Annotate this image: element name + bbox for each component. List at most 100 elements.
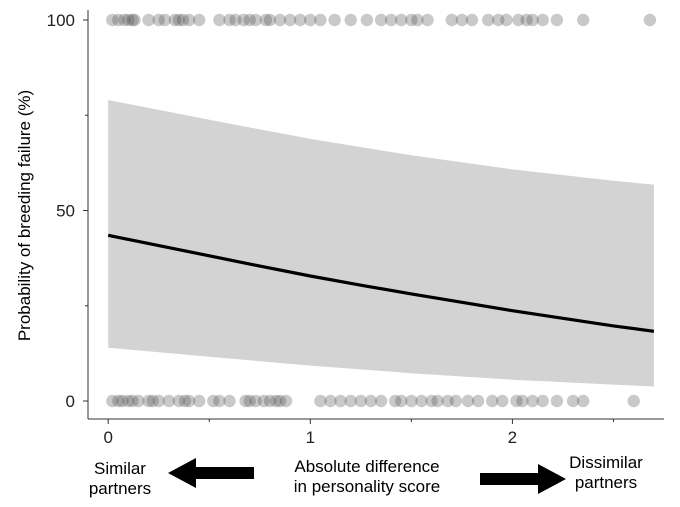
data-point-success bbox=[122, 394, 135, 408]
data-point-failure bbox=[118, 13, 131, 27]
data-point-success bbox=[364, 394, 378, 408]
data-point-success bbox=[461, 394, 475, 408]
similar-partners-label: Similar partners bbox=[80, 459, 160, 498]
data-point-failure bbox=[482, 13, 495, 27]
data-point-failure bbox=[294, 13, 307, 27]
data-point-success bbox=[486, 394, 499, 408]
data-point-success bbox=[257, 394, 270, 408]
data-point-success bbox=[146, 394, 159, 408]
data-point-failure bbox=[314, 13, 327, 27]
similar-line-2: partners bbox=[88, 478, 152, 498]
data-point-success bbox=[395, 394, 408, 408]
right-arrow-icon bbox=[480, 464, 566, 494]
data-point-failure bbox=[536, 13, 549, 27]
data-point-failure bbox=[263, 13, 277, 27]
data-point-failure bbox=[112, 13, 125, 27]
data-point-success bbox=[471, 394, 485, 408]
data-point-success bbox=[263, 394, 277, 408]
data-point-failure bbox=[122, 13, 135, 27]
data-point-success bbox=[324, 394, 337, 408]
data-point-failure bbox=[182, 13, 196, 27]
data-point-success bbox=[172, 394, 186, 408]
data-point-failure bbox=[550, 13, 564, 27]
data-point-success bbox=[431, 394, 444, 408]
data-point-failure bbox=[395, 13, 408, 27]
data-point-success bbox=[142, 394, 155, 408]
x-tick-label: 2 bbox=[508, 428, 517, 447]
left-arrow-icon bbox=[168, 458, 254, 488]
data-point-success bbox=[162, 394, 175, 408]
data-point-failure bbox=[344, 13, 357, 27]
data-point-success bbox=[344, 394, 357, 408]
data-point-failure bbox=[304, 13, 317, 27]
x-axis-title-line-1: Absolute difference bbox=[294, 457, 440, 476]
data-point-failure bbox=[213, 13, 226, 27]
data-point-failure bbox=[243, 13, 256, 27]
dissimilar-line-2: partners bbox=[574, 472, 638, 492]
confidence-band-layer bbox=[108, 100, 654, 387]
data-point-failure bbox=[385, 13, 398, 27]
data-point-success bbox=[374, 394, 388, 408]
data-point-failure bbox=[259, 13, 273, 27]
data-point-success bbox=[536, 394, 549, 408]
dissimilar-line-1: Dissimilar bbox=[569, 453, 643, 472]
fit-curve-layer bbox=[107, 233, 655, 333]
fit-curve bbox=[107, 233, 655, 333]
data-point-success bbox=[441, 394, 454, 408]
data-point-success bbox=[239, 394, 252, 408]
axes-layer: 0 50 100 0 1 2 Probability of breeding failure… bbox=[15, 10, 664, 447]
data-point-success bbox=[279, 394, 293, 408]
data-point-success bbox=[207, 394, 220, 408]
data-point-success bbox=[526, 394, 539, 408]
data-point-failure bbox=[577, 13, 590, 27]
data-point-failure bbox=[176, 13, 190, 27]
data-point-success bbox=[550, 394, 564, 408]
data-point-success bbox=[510, 394, 523, 408]
data-point-success bbox=[389, 394, 402, 408]
data-point-failure bbox=[360, 13, 374, 27]
data-point-failure bbox=[455, 13, 469, 27]
data-point-failure bbox=[152, 13, 165, 27]
dissimilar-partners-label: Dissimilar partners bbox=[556, 453, 656, 492]
data-point-success bbox=[116, 394, 129, 408]
data-point-success bbox=[223, 394, 236, 408]
data-point-success bbox=[112, 394, 125, 408]
data-point-failure bbox=[229, 13, 242, 27]
data-point-success bbox=[496, 394, 509, 408]
data-point-failure bbox=[421, 13, 434, 27]
data-point-failure bbox=[223, 13, 236, 27]
data-point-success bbox=[516, 394, 529, 408]
data-point-failure bbox=[445, 13, 458, 27]
data-point-failure bbox=[405, 13, 418, 27]
data-point-success bbox=[152, 394, 165, 408]
data-point-failure bbox=[249, 13, 262, 27]
data-point-failure bbox=[465, 13, 479, 27]
data-point-success bbox=[193, 394, 206, 408]
x-tick-label: 0 bbox=[103, 428, 112, 447]
data-point-failure bbox=[106, 13, 119, 27]
data-point-success bbox=[405, 394, 418, 408]
similar-line-1: Similar bbox=[94, 459, 146, 478]
x-axis-title: Absolute difference in personality score bbox=[262, 457, 472, 496]
data-point-failure bbox=[512, 13, 525, 27]
data-point-success bbox=[314, 394, 327, 408]
data-point-success bbox=[334, 394, 347, 408]
data-point-success bbox=[178, 394, 192, 408]
data-point-success bbox=[106, 394, 119, 408]
data-point-failure bbox=[643, 13, 657, 27]
data-point-failure bbox=[237, 13, 250, 27]
data-point-failure bbox=[158, 13, 171, 27]
data-point-success bbox=[627, 394, 640, 408]
y-axis-title: Probability of breeding failure (%) bbox=[15, 90, 34, 341]
data-point-failure bbox=[168, 13, 182, 27]
data-point-success bbox=[415, 394, 428, 408]
data-point-success bbox=[213, 394, 226, 408]
y-tick-label: 50 bbox=[56, 202, 75, 221]
data-point-success bbox=[182, 394, 196, 408]
data-point-success bbox=[425, 394, 438, 408]
data-point-success bbox=[273, 394, 287, 408]
data-point-failure bbox=[126, 13, 139, 27]
data-point-success bbox=[243, 394, 256, 408]
data-point-success bbox=[132, 394, 145, 408]
